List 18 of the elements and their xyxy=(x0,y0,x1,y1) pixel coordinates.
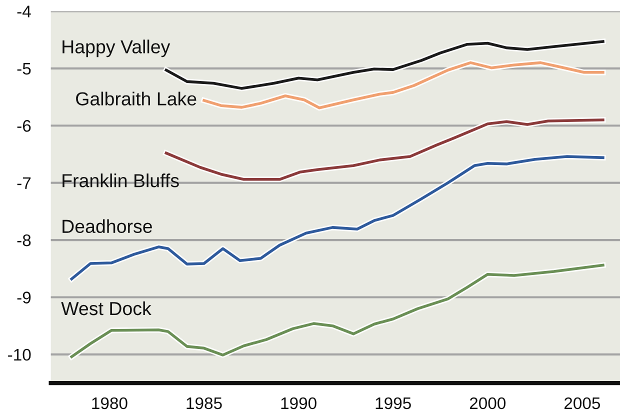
y-tick-label: -8 xyxy=(17,234,31,246)
series-label: Galbraith Lake xyxy=(76,92,196,106)
series-label: Happy Valley xyxy=(62,40,170,58)
x-tick-label: 2000 xyxy=(470,397,506,410)
series-label: Deadhorse xyxy=(62,219,152,234)
y-tick-label: -4 xyxy=(17,6,31,18)
y-tick-label: -9 xyxy=(17,292,31,304)
y-tick-label: -7 xyxy=(17,177,31,189)
x-tick-label: 1995 xyxy=(376,397,411,410)
series-label: West Dock xyxy=(61,301,152,316)
x-tick-label: 1980 xyxy=(92,397,128,410)
y-tick-label: -6 xyxy=(17,120,31,132)
series-label: Franklin Bluffs xyxy=(62,174,179,188)
x-tick-label: 1985 xyxy=(186,397,222,410)
x-tick-label: 1990 xyxy=(281,397,316,410)
x-tick-label: 2005 xyxy=(564,397,600,410)
y-tick-label: -10 xyxy=(8,348,31,361)
y-tick-label: -5 xyxy=(17,62,31,75)
